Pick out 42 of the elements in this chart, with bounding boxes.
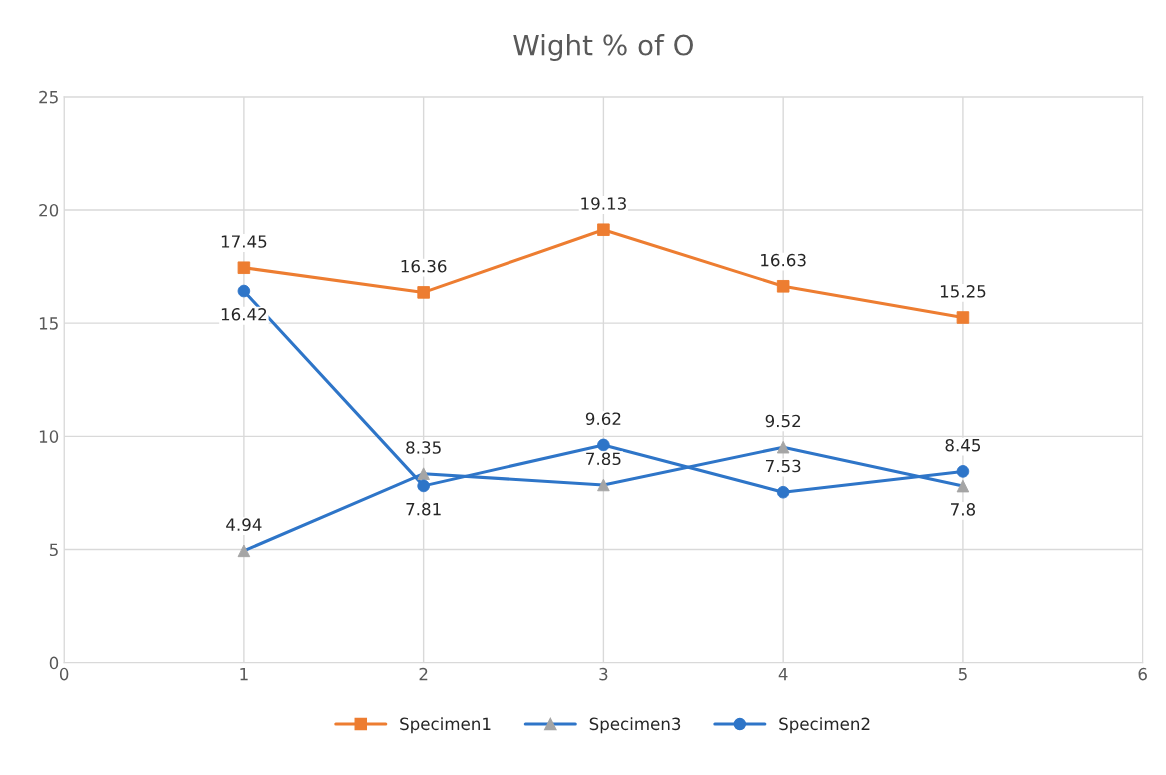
data-label: 7.81 bbox=[406, 502, 441, 516]
x-tick-label: 6 bbox=[1138, 667, 1147, 681]
x-tick-label: 3 bbox=[599, 667, 608, 681]
x-tick-label: 5 bbox=[958, 668, 967, 681]
point bbox=[237, 261, 251, 275]
data-label: 16.36 bbox=[401, 259, 447, 273]
point bbox=[597, 223, 610, 236]
data-label: 9.52 bbox=[765, 414, 801, 428]
y-tick-label: 20 bbox=[39, 203, 59, 217]
x-tick-label: 1 bbox=[240, 668, 248, 681]
legend-label: Specimen3 bbox=[589, 717, 681, 734]
y-tick-label: 0 bbox=[49, 656, 59, 670]
point bbox=[776, 440, 790, 454]
data-label: 8.35 bbox=[406, 441, 441, 454]
point bbox=[237, 544, 251, 558]
point bbox=[417, 467, 430, 480]
x-tick-label: 2 bbox=[419, 667, 428, 681]
data-label: 15.25 bbox=[940, 285, 986, 298]
legend-label: Specimen1 bbox=[400, 717, 491, 734]
y-tick-label: 10 bbox=[39, 430, 59, 443]
point bbox=[776, 280, 790, 293]
y-tick-label: 15 bbox=[39, 317, 58, 330]
x-tick-label: 4 bbox=[778, 668, 788, 681]
data-label: 7.8 bbox=[951, 503, 976, 516]
data-label: 4.94 bbox=[226, 518, 262, 531]
y-tick-label: 25 bbox=[39, 90, 58, 104]
point bbox=[597, 478, 610, 492]
data-label: 19.13 bbox=[581, 197, 626, 210]
x-tick-label: 0 bbox=[59, 667, 69, 681]
data-label: 7.85 bbox=[586, 452, 621, 466]
data-label: 9.62 bbox=[585, 412, 621, 426]
data-label: 8.45 bbox=[945, 438, 981, 452]
legend-label: Specimen2 bbox=[779, 717, 870, 734]
point bbox=[956, 311, 970, 324]
point bbox=[956, 479, 970, 493]
y-tick-label: 5 bbox=[49, 543, 58, 557]
chart-title: Wight % of O bbox=[513, 34, 693, 61]
point bbox=[417, 286, 430, 299]
data-label: 7.53 bbox=[765, 459, 801, 473]
data-label: 17.45 bbox=[221, 235, 267, 248]
data-label: 16.42 bbox=[221, 308, 267, 321]
data-label: 16.63 bbox=[761, 253, 806, 267]
